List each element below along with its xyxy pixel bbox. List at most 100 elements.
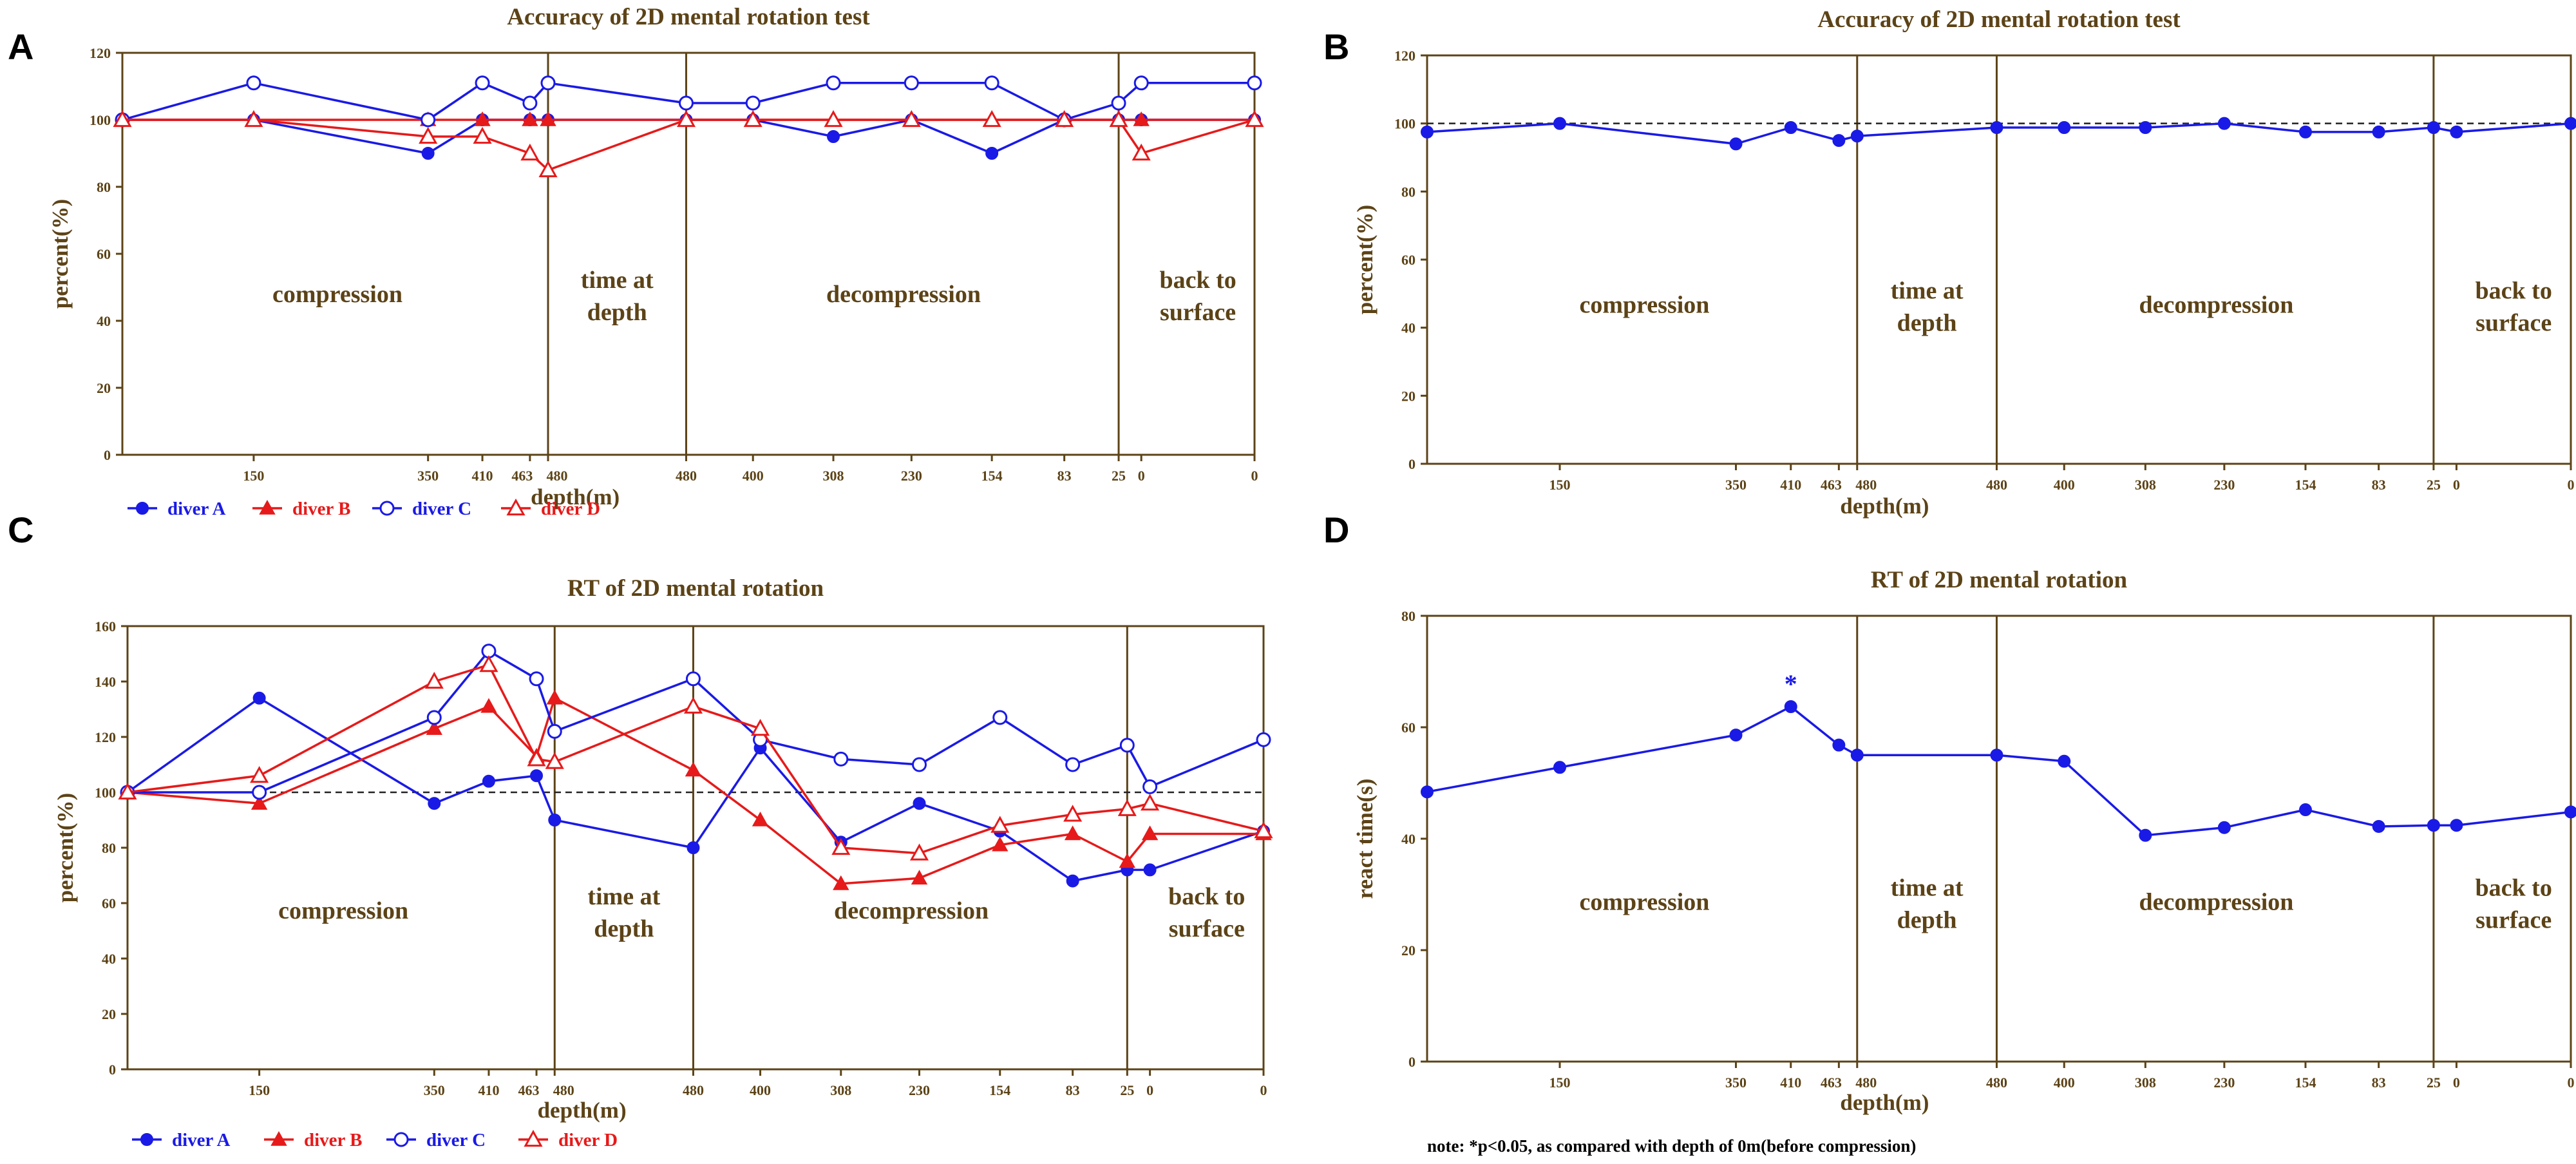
- x-tick-label: 400: [743, 468, 764, 484]
- phase-label-line: surface: [2476, 907, 2552, 934]
- x-tick-label: 83: [2372, 477, 2386, 493]
- y-tick-label: 80: [1401, 608, 1416, 624]
- legend-marker: [524, 1129, 543, 1147]
- data-point: [250, 766, 269, 783]
- x-tick-label: 480: [553, 1082, 574, 1098]
- data-point: [530, 769, 544, 783]
- chart-panel-b: B Accuracy of 2D mental rotation test 0 20 4…: [1323, 6, 2576, 519]
- x-tick-label: 154: [2295, 477, 2316, 493]
- data-point: [752, 811, 769, 826]
- series-diver-b: [119, 689, 1272, 890]
- footnote: note: *p<0.05, as compared with depth of…: [1427, 1136, 1916, 1156]
- legend-marker: [379, 501, 395, 516]
- significance-marker: *: [1785, 669, 1797, 698]
- data-point: [1850, 749, 1864, 762]
- panel-letter: A: [8, 26, 33, 67]
- data-point: [482, 774, 495, 788]
- data-point: [475, 75, 490, 91]
- x-tick-label: 150: [243, 468, 264, 484]
- data-point: [1553, 117, 1567, 130]
- x-tick-label: 463: [1821, 1074, 1842, 1091]
- data-point: [1990, 121, 2003, 135]
- phase-label: compression: [1579, 291, 1709, 318]
- data-point: [1133, 75, 1149, 91]
- chart-panel-a: A Accuracy of 2D mental rotation test 0 20 4…: [8, 4, 1264, 519]
- data-point: [687, 841, 700, 854]
- x-tick-label: 25: [1120, 1082, 1134, 1098]
- phase-label-line: compression: [278, 897, 408, 924]
- chart-title: Accuracy of 2D mental rotation test: [507, 4, 870, 30]
- data-point: [546, 689, 563, 705]
- x-tick-label: 230: [901, 468, 922, 484]
- phase-label-line: back to: [1159, 267, 1236, 294]
- y-tick-label: 20: [97, 380, 111, 396]
- phase-label-line: depth: [1897, 309, 1957, 336]
- y-tick-label: 140: [95, 674, 116, 690]
- series-mean: [1421, 117, 2576, 151]
- data-point: [1729, 729, 1743, 742]
- data-point: [547, 723, 562, 739]
- phase-label: time at depth: [1891, 875, 1964, 934]
- data-point: [1832, 738, 1846, 752]
- data-point: [685, 761, 702, 777]
- data-point: [1247, 75, 1262, 91]
- data-point: [522, 111, 538, 126]
- phase-label-line: time at: [587, 883, 660, 910]
- data-point: [1143, 863, 1157, 877]
- data-point: [824, 110, 843, 128]
- legend: diver A diver B diver C diver D: [132, 1129, 618, 1150]
- y-tick-label: 100: [95, 785, 116, 801]
- y-tick-label: 60: [1401, 252, 1416, 268]
- x-tick-label: 463: [1821, 477, 1842, 493]
- data-point: [676, 110, 696, 128]
- data-point: [911, 870, 928, 885]
- data-point: [527, 749, 546, 767]
- data-point: [833, 751, 849, 767]
- data-point: [244, 110, 263, 128]
- phase-label-line: time at: [1891, 875, 1964, 902]
- legend-label: diver A: [167, 499, 226, 519]
- data-point: [1256, 732, 1271, 747]
- x-tick-label: 150: [1549, 477, 1571, 493]
- y-tick-label: 0: [1408, 456, 1416, 472]
- x-tick-label: 154: [981, 468, 1003, 484]
- data-point: [1133, 111, 1150, 126]
- legend-label: diver C: [412, 499, 471, 519]
- y-tick-label: 40: [1401, 831, 1416, 847]
- phase-label-line: back to: [2476, 875, 2552, 902]
- data-point: [1421, 125, 1434, 138]
- phase-label: decompression: [834, 897, 989, 924]
- series-diver-d: [113, 110, 1264, 178]
- plot-frame: [1426, 615, 2572, 1063]
- data-point: [992, 836, 1009, 852]
- phase-label-line: depth: [1897, 907, 1957, 934]
- y-tick-label: 120: [95, 729, 116, 745]
- x-tick-label: 463: [518, 1082, 540, 1098]
- x-tick-label: 463: [511, 468, 533, 484]
- data-point: [1245, 110, 1264, 128]
- chart-panel-c: C RT of 2D mental rotation 0 20 40 60 80 100 120…: [8, 510, 1273, 1150]
- phase-label-line: compression: [1579, 889, 1709, 916]
- data-point: [529, 671, 544, 687]
- x-tick-label: 308: [2135, 1074, 2156, 1091]
- data-point: [1109, 110, 1128, 128]
- phase-label: decompression: [2139, 291, 2293, 318]
- data-point: [1119, 853, 1136, 868]
- legend-label: diver A: [172, 1130, 231, 1150]
- legend-item: diver A: [132, 1130, 231, 1150]
- data-point: [1421, 785, 1434, 799]
- x-tick-label: 480: [676, 468, 697, 484]
- data-point: [1141, 794, 1160, 811]
- y-tick-label: 0: [109, 1062, 116, 1078]
- series-diver-d: [118, 655, 1273, 861]
- x-tick-label: 480: [1986, 477, 2007, 493]
- chart-title: RT of 2D mental rotation: [1871, 567, 2128, 593]
- x-tick-label: 350: [417, 468, 439, 484]
- x-tick-label: 410: [472, 468, 493, 484]
- data-point: [421, 112, 436, 128]
- x-tick-label: 83: [1057, 468, 1072, 484]
- phase-label-line: time at: [581, 267, 654, 294]
- y-tick-label: 40: [102, 951, 116, 967]
- y-tick-label: 20: [1401, 388, 1416, 404]
